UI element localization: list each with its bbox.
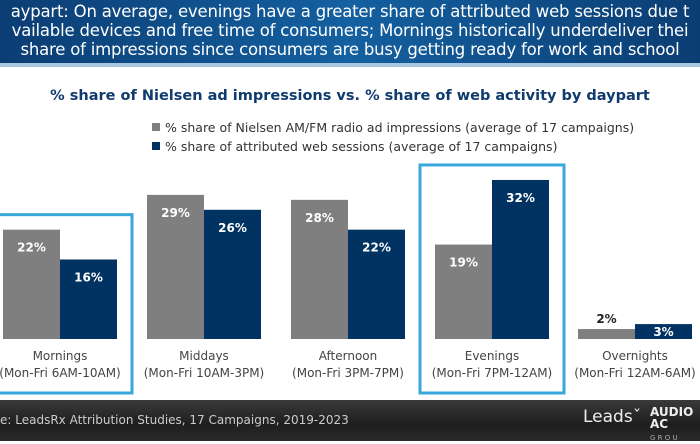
headline-line-2: vailable devices and free time of consum… [11,21,689,40]
data-label: 19% [449,256,478,270]
headline-line-1: aypart: On average, evenings have a grea… [10,2,690,21]
category-sublabel: (Mon-Fri 10AM-3PM) [144,366,265,380]
category-sublabel: (Mon-Fri 12AM-6AM) [574,366,695,380]
legend-swatch-blue [152,142,160,150]
bar-web-sessions-mornings [60,259,117,339]
category-sublabel: (Mon-Fri 6AM-10AM) [0,366,121,380]
bar-impressions-afternoon [291,199,348,339]
legend-label: % share of Nielsen AM/FM radio ad impres… [165,120,635,135]
data-label: 28% [305,211,334,225]
header-banner: aypart: On average, evenings have a grea… [0,0,700,67]
data-label: 29% [161,206,190,220]
legend-item-web-sessions: % share of attributed web sessions (aver… [152,139,557,154]
bar-impressions-evenings [435,244,492,339]
bar-web-sessions-evenings [492,179,549,339]
data-label: 2% [596,312,616,326]
legend-label: % share of attributed web sessions (aver… [165,139,558,154]
bar-web-sessions-overnights [635,324,692,339]
bar-impressions-mornings [3,229,60,339]
bar-web-sessions-afternoon [348,229,405,339]
data-label: 22% [362,241,391,255]
data-label: 3% [653,325,673,339]
category-label: Overnights [602,349,668,363]
legend-swatch-gray [152,123,160,131]
category-sublabel: (Mon-Fri 3PM-7PM) [292,366,404,380]
data-label: 22% [17,241,46,255]
data-label: 26% [218,221,247,235]
category-label: Afternoon [319,349,378,363]
category-label: Mornings [33,349,88,363]
source-note: e: LeadsRx Attribution Studies, 17 Campa… [0,413,349,427]
audio-group-logo: AUDIO AC G R O U [650,405,694,442]
highlight-box-evenings [418,163,566,395]
bar-chart: 22% 16% Mornings (Mon-Fri 6AM-10AM) 29% 26% Mi… [0,163,696,395]
data-label: 16% [74,270,103,284]
headline-line-3: share of impressions since consumers are… [20,40,680,59]
chart-title: % share of Nielsen ad impressions vs. % … [50,88,650,104]
leadsrx-logo: Leadsˇ [583,407,642,427]
bar-impressions-middays [147,194,204,339]
bar-impressions-overnights [578,329,635,339]
highlight-box-mornings [0,213,134,395]
footer: e: LeadsRx Attribution Studies, 17 Campa… [0,400,700,442]
legend-item-impressions: % share of Nielsen AM/FM radio ad impres… [152,120,634,135]
bar-web-sessions-middays [204,209,261,339]
category-label: Evenings [465,349,519,363]
category-sublabel: (Mon-Fri 7PM-12AM) [432,366,553,380]
category-label: Middays [179,349,229,363]
data-label: 32% [506,191,535,205]
